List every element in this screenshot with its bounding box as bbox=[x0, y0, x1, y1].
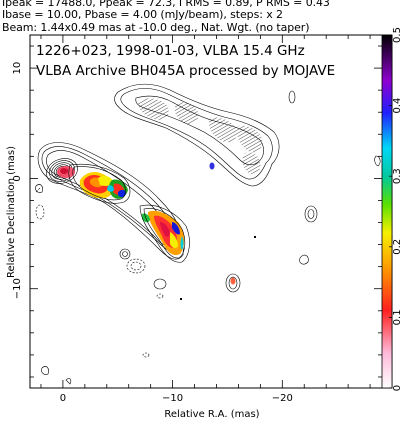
map-layer bbox=[35, 83, 381, 385]
negative-contours bbox=[35, 187, 164, 358]
y-tick-label: 0 bbox=[12, 175, 23, 181]
x-tick-label: −20 bbox=[272, 393, 293, 404]
contour-2 bbox=[41, 146, 178, 252]
plot-frame bbox=[29, 34, 393, 389]
colorbar-tick-label: 0.1 bbox=[392, 309, 403, 325]
header-line-2: Ibase = 10.00, Pbase = 4.00 (mJy/beam), … bbox=[2, 8, 283, 21]
blue-spot bbox=[209, 162, 215, 170]
y-tick-label: 10 bbox=[12, 62, 23, 75]
y-axis-label: Relative Declination (mas) bbox=[6, 146, 17, 278]
upper-jet-hatching bbox=[138, 98, 263, 175]
colorbar-tick-label: 0.2 bbox=[392, 239, 403, 255]
x-tick-label: 0 bbox=[60, 393, 66, 404]
polarization-knots bbox=[79, 171, 185, 256]
colorbar-ticks: 0 0.1 0.2 0.3 0.4 0.5 bbox=[389, 27, 403, 391]
noise-contours bbox=[35, 90, 381, 385]
colorbar-tick-label: 0.3 bbox=[392, 168, 403, 184]
red-spot bbox=[230, 277, 236, 285]
colorbar bbox=[381, 34, 393, 389]
plot-title-line2: VLBA Archive BH045A processed by MOJAVE bbox=[36, 63, 335, 79]
core-peak bbox=[60, 168, 68, 174]
header-line-3: Beam: 1.44x0.49 mas at -10.0 deg., Nat. … bbox=[2, 21, 310, 34]
y-tick-label: −10 bbox=[12, 278, 23, 299]
colorbar-tick-label: 0.4 bbox=[392, 98, 403, 114]
colorbar-tick-label: 0 bbox=[392, 385, 403, 391]
contour-outer bbox=[37, 142, 184, 260]
header-line-1: Ipeak = 17488.0, Ppeak = 72.3, I RMS = 0… bbox=[2, 0, 330, 9]
plot-title-line1: 1226+023, 1998-01-03, VLBA 15.4 GHz bbox=[36, 43, 305, 59]
axes: 0 −10 −20 10 0 −10 bbox=[12, 35, 382, 404]
x-axis-label: Relative R.A. (mas) bbox=[164, 409, 259, 420]
x-tick-label: −10 bbox=[162, 393, 183, 404]
jet-contours bbox=[68, 163, 190, 263]
colorbar-tick-label: 0.5 bbox=[392, 27, 403, 43]
